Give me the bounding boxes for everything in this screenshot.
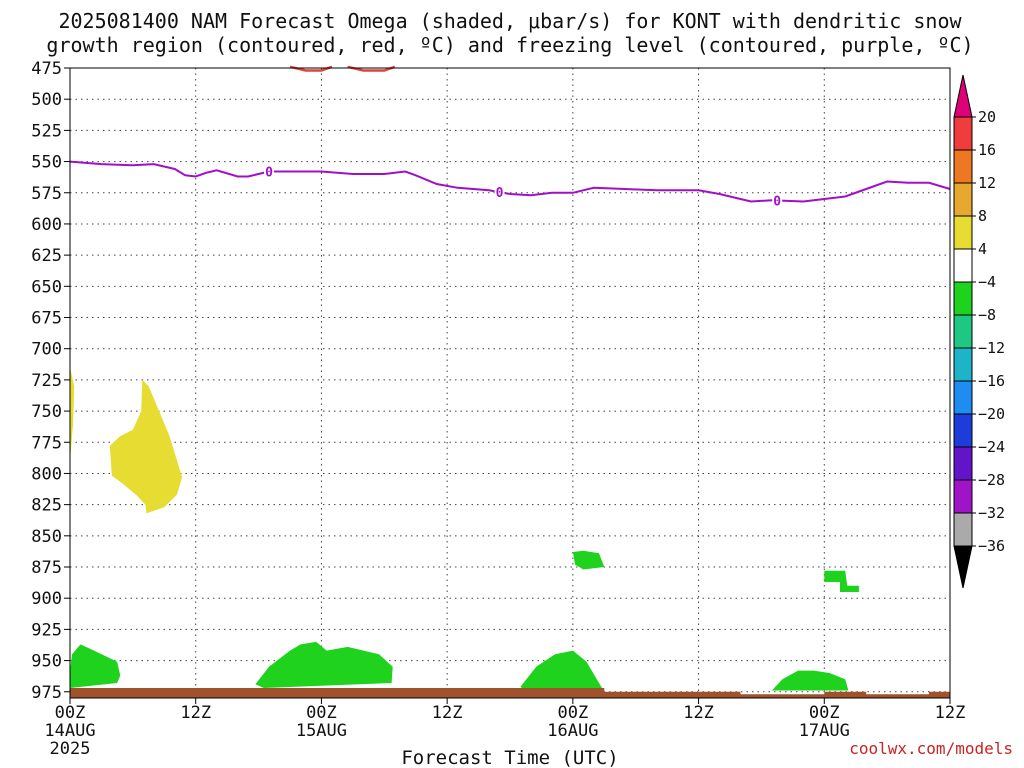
omega-region [109,379,183,514]
y-tick-label: 525 [31,121,62,141]
colorbar-label: −12 [978,339,1005,357]
y-tick-label: 825 [31,496,62,516]
y-tick-label: 900 [31,589,62,609]
terrain-fill [70,688,950,698]
x-tick-label: 00Z [557,703,588,723]
x-tick-label: 12Z [935,703,966,723]
x-tick-label: 12Z [432,703,463,723]
watermark: coolwx.com/models [849,739,1013,758]
y-tick-label: 675 [31,309,62,329]
y-tick-label: 500 [31,90,62,110]
y-tick-label: 750 [31,402,62,422]
y-tick-label: 950 [31,652,62,672]
colorbar-segment [953,281,973,316]
chart-title-line-1: 2025081400 NAM Forecast Omega (shaded, μ… [58,9,962,33]
x-tick-year: 2025 [50,739,91,759]
colorbar-label: −16 [978,372,1005,390]
y-tick-label: 850 [31,527,62,547]
colorbar-segment [953,215,973,250]
y-tick-label: 775 [31,433,62,453]
colorbar-arrow-top [953,74,973,118]
freezing-level-label-bg [494,185,505,200]
omega-region [572,550,605,570]
colorbar-segment [953,446,973,481]
terrain-layer [70,688,950,698]
colorbar-segment [953,413,973,448]
colorbar-segment [953,116,973,151]
y-tick-label: 475 [31,59,62,79]
x-tick-date: 16AUG [547,721,598,741]
colorbar-label: −4 [978,273,996,291]
x-tick-label: 12Z [683,703,714,723]
y-tick-label: 575 [31,184,62,204]
colorbar-label: 8 [978,207,987,225]
chart-title-line-2: growth region (contoured, red, ºC) and f… [46,33,973,57]
dgz-contour [289,65,333,72]
omega-region [771,670,849,691]
colorbar: 20 16 12 8 4 −4 −8 −12 −16 −20 −24 −28 −32 −36 [953,74,1005,589]
y-tick-label: 800 [31,464,62,484]
y-tick-label: 650 [31,277,62,297]
colorbar-label: 12 [978,174,996,192]
colorbar-label: 16 [978,141,996,159]
y-tick-label: 975 [31,683,62,703]
freezing-level-contour [69,160,951,203]
colorbar-label: 4 [978,240,987,258]
colorbar-label: −28 [978,471,1005,489]
colorbar-arrow-bottom [953,545,973,589]
plot-frame [69,67,951,699]
x-tick-label: 00Z [809,703,840,723]
colorbar-label: 20 [978,108,996,126]
x-tick-date: 15AUG [296,721,347,741]
colorbar-label: −32 [978,504,1005,522]
x-axis-label: Forecast Time (UTC) [401,747,618,768]
colorbar-segment [953,512,973,547]
y-tick-label: 925 [31,620,62,640]
y-tick-label: 550 [31,153,62,173]
x-tick-date: 17AUG [799,721,850,741]
colorbar-segment [953,314,973,349]
freezing-level-label: 0 [773,194,781,209]
omega-region [520,650,605,692]
omega-region [824,570,859,592]
colorbar-label: −36 [978,537,1005,555]
x-tick-label: 12Z [180,703,211,723]
omega-region [70,644,121,688]
freezing-level-label-bg [264,164,275,179]
colorbar-segment [953,347,973,382]
y-tick-label: 700 [31,340,62,360]
colorbar-label: −20 [978,405,1005,423]
x-tick-label: 00Z [306,703,337,723]
colorbar-segment [953,248,973,283]
colorbar-segment [953,380,973,415]
grid-lines [70,68,951,698]
y-tick-label: 600 [31,215,62,235]
omega-region [70,367,75,461]
omega-shading [70,367,859,692]
colorbar-label: −8 [978,306,996,324]
x-tick-date: 14AUG [44,721,95,741]
freezing-level-label-bg [772,193,783,208]
omega-region [255,641,393,688]
x-tick-label: 00Z [55,703,86,723]
freezing-level-label: 0 [496,186,504,201]
y-tick-label: 725 [31,371,62,391]
freezing-level-label: 0 [265,166,273,181]
colorbar-segment [953,479,973,514]
y-axis: 475 500 525 550 575 600 625 650 675 700 725 750 775 8… [31,59,70,703]
dgz-contour [347,65,396,72]
contour-layer: 0 0 0 [69,65,951,209]
colorbar-label: −24 [978,438,1005,456]
y-tick-label: 875 [31,558,62,578]
colorbar-segment [953,182,973,217]
colorbar-segment [953,149,973,184]
y-tick-label: 625 [31,246,62,266]
